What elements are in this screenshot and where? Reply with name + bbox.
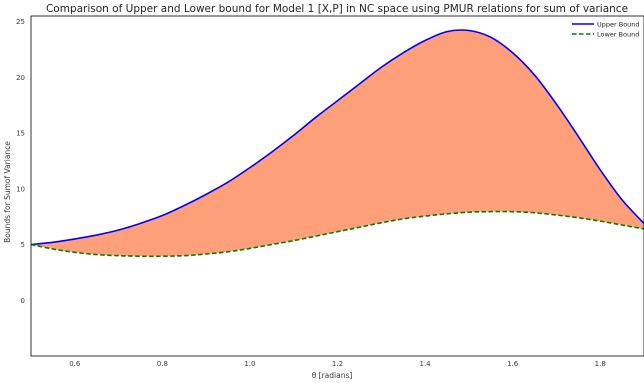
x-axis-ticks: 0.6 0.8 1.0 1.2 1.4 1.6 1.8 (69, 360, 606, 368)
lower-bound-line (31, 210, 644, 258)
legend-label: Upper Bound (597, 21, 640, 29)
legend: Upper Bound Lower Bound (572, 21, 640, 39)
x-tick-label: 1.8 (595, 360, 606, 368)
series-group (31, 29, 644, 258)
x-tick-label: 1.6 (507, 360, 519, 368)
y-tick-label: 25 (16, 18, 25, 26)
y-axis-ticks: 0 5 10 15 20 25 (16, 18, 25, 305)
legend-label: Lower Bound (597, 31, 639, 39)
upper-bound-line (31, 29, 644, 246)
plot-frame (30, 15, 644, 357)
y-tick-label: 15 (16, 130, 25, 138)
x-tick-label: 1.0 (244, 360, 255, 368)
plot-area (30, 15, 644, 357)
y-tick-label: 5 (21, 241, 25, 249)
x-tick-label: 0.6 (69, 360, 81, 368)
chart-title: Comparison of Upper and Lower bound for … (46, 3, 628, 15)
x-tick-label: 1.4 (420, 360, 432, 368)
x-tick-label: 0.8 (157, 360, 168, 368)
y-axis-label: Bounds for Sumof Variance (3, 141, 12, 243)
y-tick-label: 0 (21, 297, 25, 305)
y-tick-label: 10 (16, 185, 25, 193)
x-tick-label: 1.2 (332, 360, 343, 368)
bound-fill-area (31, 29, 644, 257)
x-axis-label: θ [radians] (312, 371, 353, 380)
y-tick-label: 20 (16, 74, 25, 82)
